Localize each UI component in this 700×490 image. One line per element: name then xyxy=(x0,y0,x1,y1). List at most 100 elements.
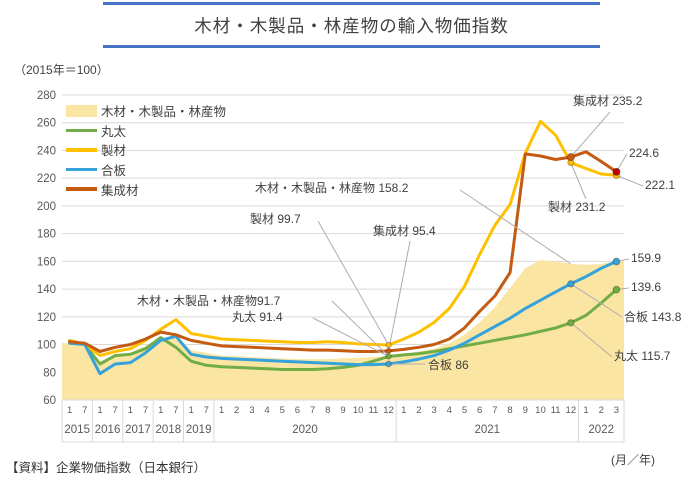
x-tick-month: 1 xyxy=(188,405,193,416)
x-tick-month: 4 xyxy=(264,405,269,416)
legend-area-swatch-wood_total xyxy=(66,104,97,117)
x-tick-year-2017: 2017 xyxy=(125,424,151,436)
x-tick-month: 7 xyxy=(492,405,497,416)
legend-item-logs: 丸太 xyxy=(66,121,226,141)
annotation-glulam-36: 224.6 xyxy=(629,146,660,160)
x-tick-month: 8 xyxy=(325,405,330,416)
leader-line xyxy=(570,283,623,318)
x-tick-month: 11 xyxy=(368,405,378,416)
marker-glulam-21 xyxy=(385,347,392,355)
annotation-plywood-33: 合板 143.8 xyxy=(624,310,682,324)
y-tick-label-180: 180 xyxy=(37,229,56,241)
leader-line xyxy=(570,322,613,358)
x-tick-month: 2 xyxy=(416,405,421,416)
y-tick-label-200: 200 xyxy=(37,201,56,213)
legend-label-lumber: 製材 xyxy=(101,144,127,159)
leader-line xyxy=(388,240,411,352)
annotation-wood_total-21: 木材・木製品・林産物91.7 xyxy=(137,294,281,308)
legend-item-wood_total: 木材・木製品・林産物 xyxy=(66,101,226,121)
x-tick-month: 10 xyxy=(535,405,546,416)
line-logs xyxy=(68,288,618,371)
y-tick-label-280: 280 xyxy=(37,90,56,102)
legend-line-swatch-plywood xyxy=(66,167,97,172)
y-tick-label-100: 100 xyxy=(37,340,56,352)
x-tick-month: 1 xyxy=(97,405,102,416)
annotation-lumber-36: 222.1 xyxy=(645,178,676,192)
x-tick-month: 5 xyxy=(462,405,467,416)
marker-logs-36 xyxy=(612,285,621,294)
marker-lumber-21 xyxy=(385,341,392,349)
annotation-glulam-21: 集成材 95.4 xyxy=(373,224,436,238)
x-tick-month: 11 xyxy=(551,405,561,416)
leader-line xyxy=(459,189,572,265)
leader-line xyxy=(331,300,389,357)
x-tick-month: 9 xyxy=(523,405,528,416)
x-tick-month: 3 xyxy=(249,405,254,416)
legend-item-lumber: 製材 xyxy=(66,140,226,160)
legend-label-plywood: 合板 xyxy=(101,164,127,179)
chart-title-box: 木材・木製品・林産物の輸入物価指数 xyxy=(103,2,600,48)
y-tick-label-80: 80 xyxy=(43,367,56,379)
x-tick-month: 1 xyxy=(128,405,133,416)
y-tick-label-240: 240 xyxy=(37,145,56,157)
x-tick-month: 12 xyxy=(566,405,577,416)
x-tick-month: 7 xyxy=(143,405,148,416)
x-tick-month: 5 xyxy=(280,405,285,416)
chart-legend: 木材・木製品・林産物丸太製材合板集成材 xyxy=(66,101,226,199)
x-tick-year-2021: 2021 xyxy=(475,424,501,436)
x-tick-month: 3 xyxy=(431,405,436,416)
x-tick-month: 2 xyxy=(599,405,604,416)
marker-plywood-36 xyxy=(612,257,621,266)
legend-item-glulam: 集成材 xyxy=(66,179,226,199)
x-tick-month: 3 xyxy=(614,405,619,416)
annotation-lumber-33: 製材 231.2 xyxy=(548,200,606,214)
marker-glulam-36 xyxy=(612,167,621,176)
annotation-logs-21: 丸太 91.4 xyxy=(232,310,283,324)
x-tick-month: 7 xyxy=(310,405,315,416)
x-tick-month: 1 xyxy=(67,405,72,416)
x-tick-month: 4 xyxy=(447,405,452,416)
x-tick-month: 7 xyxy=(113,405,118,416)
annotation-lumber-21: 製材 99.7 xyxy=(250,212,301,226)
x-axis-unit: (月／年) xyxy=(611,453,655,467)
x-tick-month: 10 xyxy=(353,405,364,416)
marker-plywood-33 xyxy=(567,280,575,288)
area-wood_total xyxy=(62,260,624,400)
x-tick-year-2016: 2016 xyxy=(95,424,121,436)
y-tick-label-60: 60 xyxy=(43,395,56,407)
y-tick-label-160: 160 xyxy=(37,256,56,268)
x-tick-year-2022: 2022 xyxy=(588,424,614,436)
leader-line xyxy=(570,162,587,200)
legend-label-logs: 丸太 xyxy=(101,124,127,139)
annotation-logs-36: 139.6 xyxy=(631,280,662,294)
x-tick-month: 6 xyxy=(477,405,482,416)
line-plywood xyxy=(68,260,618,376)
x-tick-month: 12 xyxy=(383,405,394,416)
legend-line-swatch-logs xyxy=(66,128,97,133)
leader-line xyxy=(312,317,389,357)
source-note: 【資料】企業物価指数（日本銀行） xyxy=(6,461,207,475)
legend-line-swatch-glulam xyxy=(66,187,97,191)
x-tick-month: 9 xyxy=(340,405,345,416)
x-tick-year-2019: 2019 xyxy=(186,424,212,436)
y-tick-label-220: 220 xyxy=(37,173,56,185)
annotation-logs-33: 丸太 115.7 xyxy=(614,349,671,363)
leader-line xyxy=(317,220,390,346)
x-tick-month: 7 xyxy=(82,405,87,416)
page-title: 木材・木製品・林産物の輸入物価指数 xyxy=(194,16,509,36)
y-tick-label-140: 140 xyxy=(37,284,56,296)
annotation-plywood-36: 159.9 xyxy=(631,251,662,265)
y-tick-label-120: 120 xyxy=(37,312,56,324)
legend-label-glulam: 集成材 xyxy=(101,183,139,198)
leader-line xyxy=(616,174,644,187)
marker-glulam-33 xyxy=(566,153,575,162)
annotation-wood_total-33: 木材・木製品・林産物 158.2 xyxy=(255,181,409,195)
x-tick-year-2018: 2018 xyxy=(156,424,182,436)
x-tick-month: 1 xyxy=(158,405,163,416)
line-glulam xyxy=(68,150,618,353)
marker-logs-33 xyxy=(567,319,575,327)
leader-line xyxy=(570,111,611,158)
x-tick-month: 8 xyxy=(507,405,512,416)
